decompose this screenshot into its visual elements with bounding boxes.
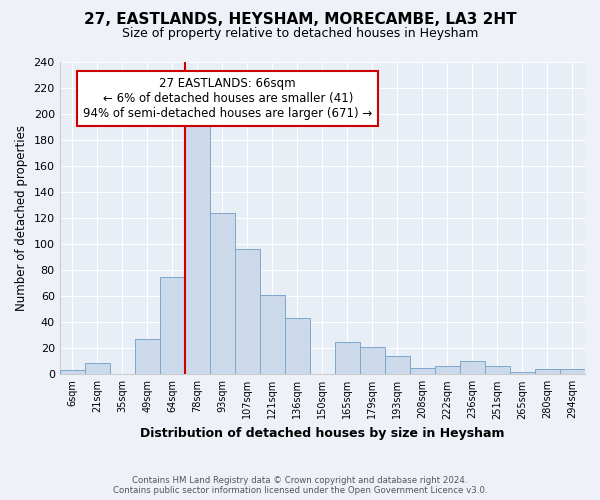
Text: Contains HM Land Registry data © Crown copyright and database right 2024.
Contai: Contains HM Land Registry data © Crown c… (113, 476, 487, 495)
Bar (410, 368, 435, 374)
Bar (535, 369, 560, 374)
Text: 27, EASTLANDS, HEYSHAM, MORECAMBE, LA3 2HT: 27, EASTLANDS, HEYSHAM, MORECAMBE, LA3 2… (83, 12, 517, 28)
Bar (59, 370, 85, 374)
Bar (385, 356, 410, 374)
Text: Size of property relative to detached houses in Heysham: Size of property relative to detached ho… (122, 28, 478, 40)
Bar (435, 366, 460, 374)
Bar (185, 116, 210, 374)
Bar (560, 369, 585, 374)
Bar (210, 212, 235, 374)
Bar (460, 362, 485, 374)
Bar (235, 249, 260, 374)
Bar (485, 366, 510, 374)
Bar (510, 372, 535, 374)
Bar (360, 347, 385, 374)
Text: 27 EASTLANDS: 66sqm
← 6% of detached houses are smaller (41)
94% of semi-detache: 27 EASTLANDS: 66sqm ← 6% of detached hou… (83, 77, 373, 120)
Bar (85, 362, 110, 374)
Bar (135, 339, 160, 374)
Bar (335, 342, 360, 374)
Bar (260, 295, 285, 374)
Bar (160, 276, 185, 374)
X-axis label: Distribution of detached houses by size in Heysham: Distribution of detached houses by size … (140, 427, 505, 440)
Bar (285, 318, 310, 374)
Y-axis label: Number of detached properties: Number of detached properties (15, 125, 28, 311)
